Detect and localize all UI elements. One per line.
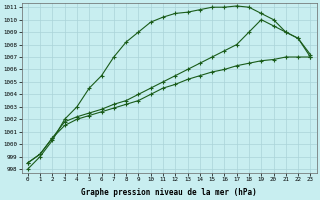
X-axis label: Graphe pression niveau de la mer (hPa): Graphe pression niveau de la mer (hPa) xyxy=(81,188,257,197)
